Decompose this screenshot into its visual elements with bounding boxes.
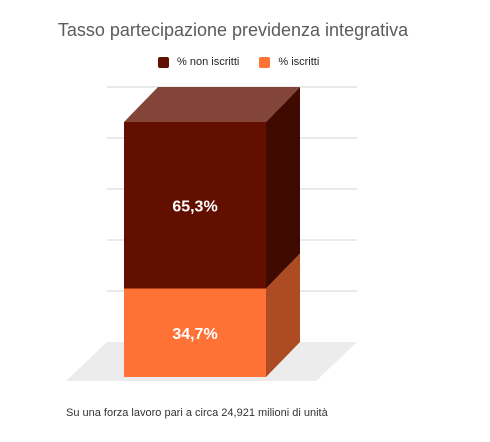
chart-title: Tasso partecipazione previdenza integrat… xyxy=(57,20,409,40)
data-label-iscritti: 34,7% xyxy=(172,326,217,343)
bar-side-iscritti xyxy=(266,253,300,377)
legend-item-iscritti[interactable]: % iscritti xyxy=(259,56,319,68)
chart-legend: % non iscritti % iscritti xyxy=(158,54,339,70)
bar-front-iscritti[interactable] xyxy=(124,288,266,377)
chart-data-labels: 34,7% 65,3% xyxy=(172,198,217,343)
chart-bars xyxy=(124,87,300,377)
legend-label-iscritti: % iscritti xyxy=(278,56,320,68)
bar-top-non-iscritti xyxy=(124,87,300,122)
legend-swatch-iscritti xyxy=(259,56,271,68)
legend-swatch-non-iscritti xyxy=(158,56,169,68)
legend-item-non-iscritti[interactable]: % non iscritti xyxy=(158,56,239,68)
data-label-non-iscritti: 65,3% xyxy=(172,198,217,215)
bar-side-non-iscritti xyxy=(266,87,300,289)
legend-label-non-iscritti: % non iscritti xyxy=(177,56,240,68)
bar-front-non-iscritti[interactable] xyxy=(124,122,266,289)
chart-footnote: Su una forza lavoro pari a circa 24,921 … xyxy=(66,407,328,419)
